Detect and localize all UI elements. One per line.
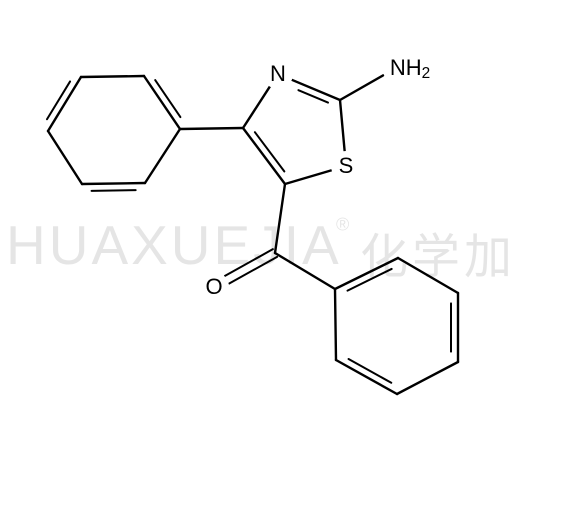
bond-line	[398, 258, 458, 293]
atom-label-O8: O	[199, 272, 229, 302]
bond-line	[255, 132, 284, 171]
bond-line	[48, 131, 82, 184]
bond-line	[180, 128, 243, 129]
bond-line	[285, 170, 332, 184]
svg-text:N: N	[270, 61, 286, 86]
bond-line	[243, 128, 285, 184]
bond-line	[340, 100, 345, 151]
bond-line	[336, 360, 397, 394]
bond-line	[275, 253, 335, 289]
atom-label-N4: N	[263, 59, 293, 89]
bond-line	[81, 76, 144, 77]
bond-line	[144, 76, 180, 129]
bond-line	[340, 75, 383, 100]
bond-line	[397, 362, 458, 394]
bond-line	[275, 184, 285, 253]
bond-line	[145, 129, 180, 183]
bond-line	[82, 183, 145, 184]
atom-label-N1: NH2	[386, 53, 441, 83]
bond-line	[335, 258, 398, 289]
svg-text:O: O	[205, 274, 222, 299]
bond-line	[243, 87, 270, 128]
molecule-diagram: NH2 S N O	[0, 0, 580, 508]
atom-label-S3: S	[331, 151, 361, 181]
svg-text:S: S	[339, 153, 354, 178]
bond-line	[48, 77, 81, 131]
bond-line	[335, 289, 336, 360]
bond-line	[92, 190, 136, 191]
